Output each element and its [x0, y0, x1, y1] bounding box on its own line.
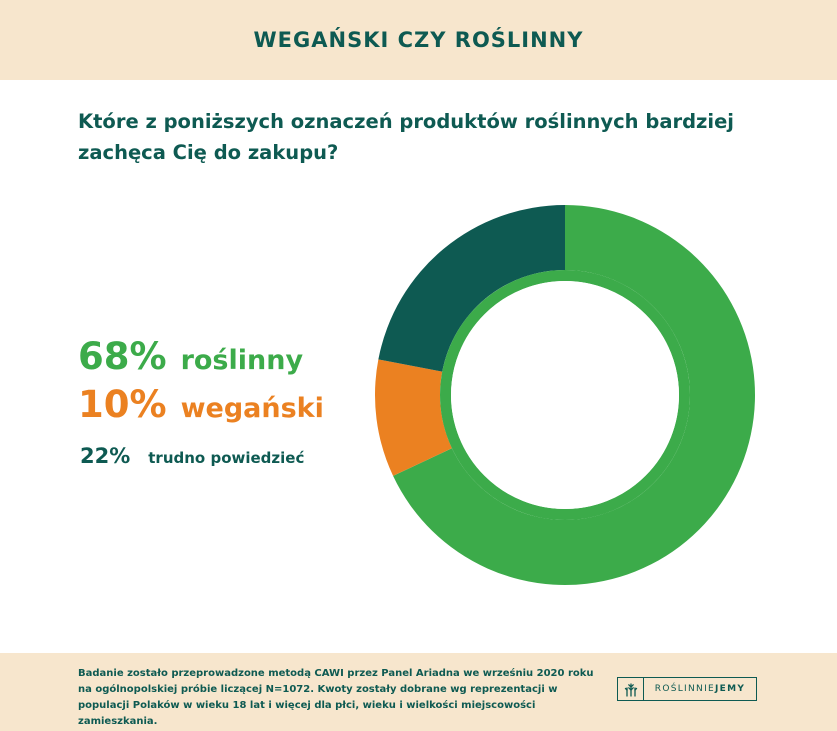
legend-label: roślinny	[180, 345, 304, 376]
footer-bar: Badanie zostało przeprowadzone metodą CA…	[0, 653, 837, 731]
legend-item-weganski: 10% wegański	[78, 383, 324, 431]
page-title: WEGAŃSKI CZY ROŚLINNY	[253, 28, 584, 52]
legend-value: 68%	[78, 335, 167, 378]
legend-label: trudno powiedzieć	[148, 449, 305, 467]
chart-legend: 68% roślinny 10% wegański 22% trudno pow…	[78, 335, 324, 473]
legend-value: 22%	[80, 444, 131, 468]
slice-weganski	[375, 359, 452, 476]
header-bar: WEGAŃSKI CZY ROŚLINNY	[0, 0, 837, 80]
inner-green-ring	[440, 270, 690, 520]
logo-text-bold: JEMY	[715, 684, 746, 694]
legend-item-roslinny: 68% roślinny	[78, 335, 324, 383]
legend-item-trudno-powiedziec: 22% trudno powiedzieć	[78, 441, 324, 473]
donut-chart	[375, 205, 755, 585]
brand-logo: ROŚLINNIEJEMY	[617, 677, 757, 701]
slice-trudno-powiedziec	[378, 205, 565, 372]
logo-text: ROŚLINNIEJEMY	[644, 684, 756, 694]
wheat-icon	[618, 678, 644, 700]
legend-value: 10%	[78, 383, 167, 426]
logo-text-regular: ROŚLINNIE	[654, 684, 716, 694]
survey-question: Które z poniższych oznaczeń produktów ro…	[78, 110, 734, 164]
slice-roslinny	[393, 205, 755, 585]
donut-hole	[459, 289, 671, 501]
legend-label: wegański	[180, 393, 324, 424]
methodology-note: Badanie zostało przeprowadzone metodą CA…	[78, 668, 594, 727]
separator-ring	[451, 281, 679, 509]
